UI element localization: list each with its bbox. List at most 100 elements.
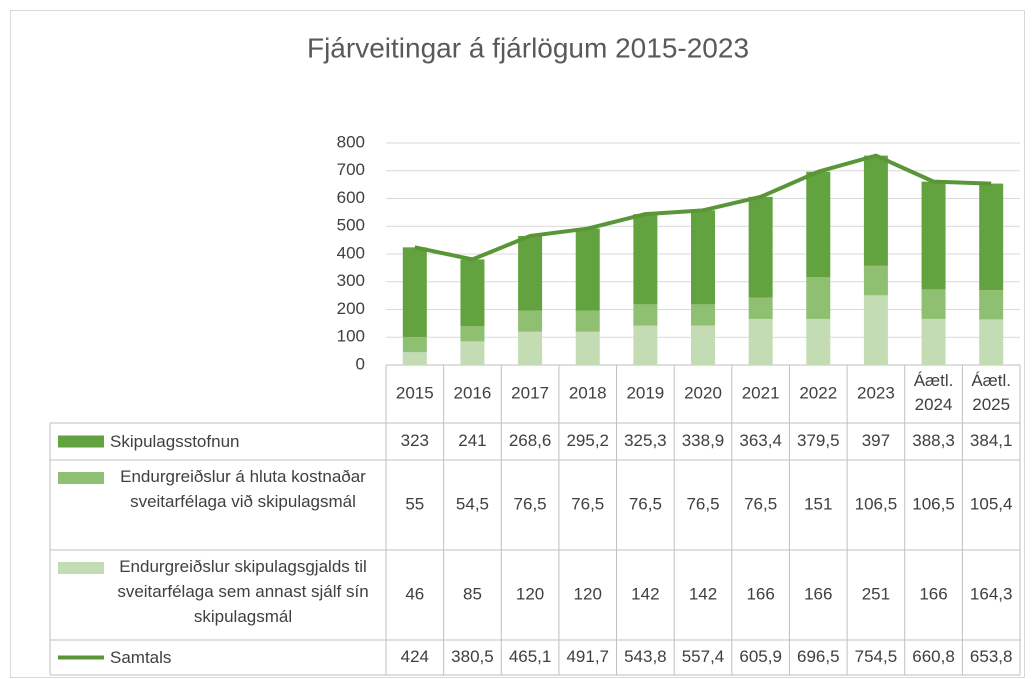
legend-label: Samtals [110, 647, 172, 667]
x-tick-label: 2020 [684, 383, 722, 402]
bar [863, 295, 888, 365]
y-tick-label: 0 [356, 354, 365, 373]
table-value: 397 [862, 431, 890, 450]
table-value: 76,5 [686, 494, 719, 513]
table-value: 338,9 [682, 431, 725, 450]
table-value: 166 [746, 584, 774, 603]
bar [402, 336, 427, 353]
bar [863, 265, 888, 296]
bar [460, 341, 485, 365]
table-value: 142 [689, 584, 717, 603]
bar [402, 352, 427, 365]
bar [806, 277, 831, 319]
table-value: 465,1 [509, 647, 552, 666]
bar [691, 325, 715, 365]
line [414, 153, 992, 262]
bar [979, 183, 1004, 291]
table-value: 605,9 [739, 647, 782, 666]
bar [575, 310, 600, 332]
legend-swatch [58, 472, 104, 484]
table-value: 76,5 [514, 494, 547, 513]
bar [633, 325, 658, 365]
table-value: 46 [405, 584, 424, 603]
table-value: 76,5 [629, 494, 662, 513]
table-value: 295,2 [566, 431, 609, 450]
table-value: 268,6 [509, 431, 552, 450]
bar [921, 318, 946, 365]
table-value: 653,8 [970, 647, 1013, 666]
legend-swatch [58, 435, 104, 448]
bar [806, 318, 831, 365]
table-value: 251 [862, 584, 890, 603]
bar [748, 297, 773, 319]
x-tick-label: 2021 [742, 383, 780, 402]
table-value: 380,5 [451, 647, 494, 666]
y-tick-label: 800 [337, 132, 365, 151]
bar [691, 304, 715, 326]
table-value: 85 [463, 584, 482, 603]
table-value: 325,3 [624, 431, 667, 450]
x-tick-label: 2019 [626, 383, 664, 402]
y-tick-label: 300 [337, 271, 365, 290]
table-value: 660,8 [912, 647, 955, 666]
bar [460, 326, 485, 342]
table-value: 696,5 [797, 647, 840, 666]
y-tick-label: 100 [337, 327, 365, 346]
x-tick-label: 2018 [569, 383, 607, 402]
table-value: 384,1 [970, 431, 1013, 450]
x-tick-label: Áætl. 2024 [914, 371, 954, 414]
bar [460, 259, 485, 327]
table-value: 424 [401, 647, 429, 666]
y-tick-label: 200 [337, 299, 365, 318]
table-value: 166 [804, 584, 832, 603]
bar [402, 247, 427, 337]
table-value: 323 [401, 431, 429, 450]
bar [806, 171, 831, 278]
bar [575, 331, 600, 365]
bar [921, 181, 946, 290]
y-tick-label: 500 [337, 216, 365, 235]
table-value: 106,5 [855, 494, 898, 513]
y-tick-label: 600 [337, 188, 365, 207]
bar [633, 214, 658, 305]
chart-border [10, 10, 1025, 678]
y-tick-label: 400 [337, 243, 365, 262]
table-value: 120 [574, 584, 602, 603]
bar [575, 228, 600, 311]
table-value: 491,7 [566, 647, 609, 666]
legend-label: Endurgreiðslur á hluta kostnaðar sveitar… [120, 467, 366, 511]
legend-label: Skipulagsstofnun [110, 431, 240, 451]
x-tick-label: Áætl. 2025 [971, 371, 1011, 414]
bar [518, 235, 543, 311]
bar [979, 319, 1004, 365]
x-tick-label: 2015 [396, 383, 434, 402]
table-value: 241 [458, 431, 486, 450]
bar [863, 155, 888, 266]
table-value: 76,5 [744, 494, 777, 513]
bar [691, 210, 715, 305]
table-value: 754,5 [855, 647, 898, 666]
table-value: 54,5 [456, 494, 489, 513]
x-tick-label: 2023 [857, 383, 895, 402]
bar [921, 289, 946, 319]
table-value: 151 [804, 494, 832, 513]
x-tick-label: 2016 [454, 383, 492, 402]
table-value: 363,4 [739, 431, 782, 450]
table-value: 142 [631, 584, 659, 603]
table-value: 166 [919, 584, 947, 603]
x-tick-label: 2022 [799, 383, 837, 402]
table-value: 557,4 [682, 647, 725, 666]
table-value: 543,8 [624, 647, 667, 666]
table-value: 120 [516, 584, 544, 603]
bar [979, 290, 1004, 320]
table-value: 106,5 [912, 494, 955, 513]
legend-swatch [58, 562, 104, 574]
table-value: 55 [405, 494, 424, 513]
bar [748, 318, 773, 365]
table-value: 388,3 [912, 431, 955, 450]
bar [633, 304, 658, 326]
bar [518, 310, 543, 332]
x-tick-label: 2017 [511, 383, 549, 402]
